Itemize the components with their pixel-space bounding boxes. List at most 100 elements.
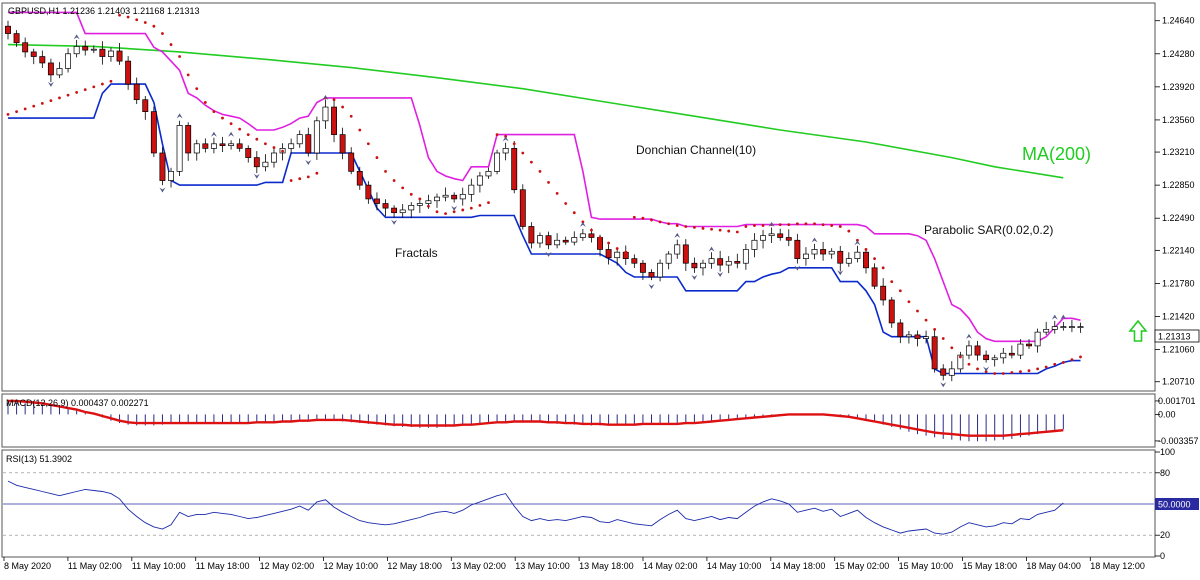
candle[interactable] (648, 269, 655, 281)
candle[interactable] (1077, 322, 1084, 333)
candle[interactable] (511, 140, 518, 194)
candle[interactable] (65, 48, 72, 73)
candle[interactable] (751, 233, 758, 258)
candle[interactable] (966, 340, 972, 360)
candle[interactable] (519, 184, 526, 230)
candle[interactable] (914, 330, 921, 347)
candle[interactable] (742, 243, 749, 270)
candle[interactable] (820, 241, 827, 261)
candle[interactable] (974, 340, 981, 361)
candle[interactable] (313, 116, 320, 160)
candle[interactable] (657, 259, 664, 282)
candle[interactable] (150, 106, 157, 158)
candle[interactable] (948, 361, 955, 382)
candle[interactable] (571, 231, 578, 246)
candle[interactable] (245, 145, 252, 163)
candle[interactable] (897, 319, 904, 344)
candle[interactable] (725, 256, 732, 274)
candle[interactable] (854, 245, 861, 263)
candle[interactable] (408, 202, 415, 219)
candle[interactable] (399, 203, 406, 218)
candle[interactable] (614, 247, 621, 266)
candle[interactable] (82, 40, 89, 56)
candle[interactable] (871, 263, 878, 290)
candle[interactable] (219, 136, 226, 152)
candle[interactable] (210, 137, 217, 154)
candle[interactable] (133, 77, 140, 105)
candle[interactable] (828, 248, 835, 259)
candle[interactable] (176, 120, 183, 177)
candle[interactable] (931, 329, 938, 373)
candle[interactable] (228, 140, 235, 150)
candle[interactable] (339, 127, 346, 160)
candle[interactable] (30, 48, 37, 65)
candle[interactable] (545, 231, 552, 250)
candle[interactable] (537, 232, 543, 248)
candle[interactable] (236, 138, 243, 152)
candle[interactable] (631, 254, 638, 268)
candle[interactable] (271, 147, 277, 168)
candle[interactable] (802, 247, 809, 266)
candle[interactable] (193, 139, 200, 161)
candle[interactable] (116, 42, 123, 65)
candle[interactable] (768, 227, 775, 243)
candle[interactable] (691, 257, 698, 273)
candle[interactable] (296, 130, 303, 148)
candle[interactable] (56, 62, 63, 79)
candle[interactable] (125, 56, 132, 90)
candle[interactable] (562, 236, 569, 245)
candle[interactable] (983, 350, 990, 363)
candle[interactable] (99, 41, 106, 65)
candle[interactable] (459, 187, 466, 206)
candle[interactable] (159, 147, 166, 186)
candle[interactable] (888, 297, 895, 328)
candle[interactable] (485, 167, 492, 179)
candle[interactable] (845, 252, 852, 267)
candle[interactable] (665, 251, 672, 270)
candle[interactable] (957, 351, 964, 373)
candle[interactable] (760, 229, 766, 249)
candle[interactable] (348, 147, 355, 175)
candle[interactable] (1008, 345, 1015, 359)
candle[interactable] (700, 259, 706, 276)
candle[interactable] (434, 193, 440, 208)
candle[interactable] (288, 138, 295, 154)
candle[interactable] (331, 99, 337, 143)
candle[interactable] (863, 248, 869, 274)
candle[interactable] (1068, 319, 1075, 333)
candle[interactable] (168, 167, 174, 188)
candle[interactable] (22, 37, 29, 58)
candle[interactable] (476, 171, 483, 193)
candle[interactable] (502, 142, 509, 161)
candle[interactable] (528, 222, 535, 249)
candle[interactable] (262, 154, 269, 172)
candle[interactable] (639, 260, 646, 281)
candle[interactable] (880, 278, 887, 306)
candle[interactable] (785, 229, 792, 247)
candle[interactable] (1026, 339, 1032, 349)
candle[interactable] (13, 30, 20, 47)
candle[interactable] (47, 58, 54, 82)
candle[interactable] (468, 178, 475, 202)
candle[interactable] (734, 253, 741, 269)
candle[interactable] (1034, 328, 1041, 353)
candle[interactable] (142, 96, 149, 120)
candle[interactable] (494, 149, 501, 175)
candle[interactable] (416, 198, 423, 213)
candle[interactable] (391, 205, 398, 218)
candle[interactable] (365, 181, 372, 204)
candle[interactable] (923, 330, 930, 344)
candle[interactable] (202, 138, 209, 153)
candle[interactable] (253, 151, 260, 174)
candle[interactable] (1043, 321, 1050, 336)
candle[interactable] (1017, 339, 1024, 360)
candle[interactable] (305, 127, 312, 157)
candle[interactable] (373, 192, 380, 211)
candle[interactable] (1000, 347, 1007, 364)
candlesticks[interactable] (5, 20, 1084, 382)
candle[interactable] (717, 250, 724, 272)
candle[interactable] (674, 239, 681, 259)
candle[interactable] (837, 245, 844, 272)
candle[interactable] (322, 99, 329, 129)
